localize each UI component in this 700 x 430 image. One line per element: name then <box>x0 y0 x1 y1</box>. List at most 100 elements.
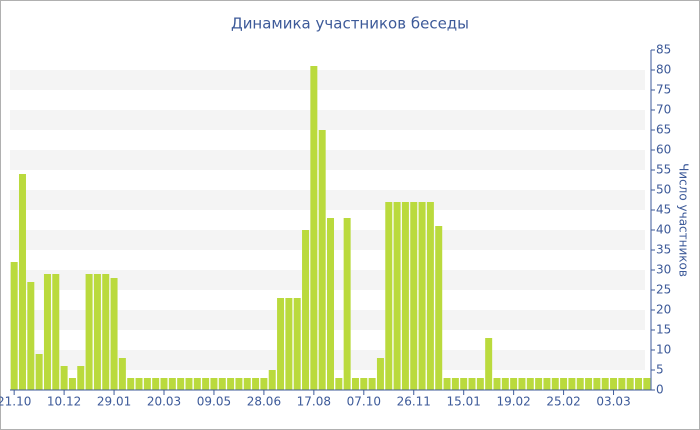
bar <box>410 202 418 390</box>
bar <box>177 378 185 390</box>
x-tick-label: 10.12 <box>47 395 81 409</box>
bar <box>327 218 334 390</box>
bar <box>535 378 543 390</box>
bar <box>43 274 51 390</box>
bar <box>160 378 168 390</box>
x-tick-label: 25.02 <box>546 395 580 409</box>
x-tick-label: 07.10 <box>347 395 381 409</box>
y-tick-label: 0 <box>656 383 664 397</box>
x-tick-label: 26.11 <box>397 395 431 409</box>
x-tick-label: 29.01 <box>97 395 131 409</box>
bar <box>376 358 384 390</box>
bar <box>518 378 526 390</box>
y-axis-label: Число участников <box>677 163 691 277</box>
bar <box>260 378 268 390</box>
bar <box>618 378 626 390</box>
bar <box>385 202 393 390</box>
bar <box>360 378 368 390</box>
bar <box>493 378 501 390</box>
bar <box>510 378 518 390</box>
bar <box>35 354 43 390</box>
bar <box>476 378 484 390</box>
bar <box>135 378 143 390</box>
bar <box>460 378 468 390</box>
y-tick-label: 70 <box>656 103 671 117</box>
bar <box>318 130 326 390</box>
bar <box>601 378 609 390</box>
bar <box>268 370 276 390</box>
bar <box>102 274 110 390</box>
bar <box>418 202 426 390</box>
bar <box>635 378 643 390</box>
bar <box>252 378 260 390</box>
y-tick-label: 20 <box>656 303 671 317</box>
chart-title: Динамика участников беседы <box>231 15 469 33</box>
x-tick-label: 09.05 <box>197 395 231 409</box>
bar <box>368 378 376 390</box>
y-tick-label: 65 <box>656 123 671 137</box>
bar <box>343 218 351 390</box>
bar <box>10 262 18 390</box>
bar <box>335 378 343 390</box>
y-tick-label: 10 <box>656 343 671 357</box>
bar <box>110 278 118 390</box>
grid-band <box>10 150 645 170</box>
bar <box>585 378 593 390</box>
bar <box>468 378 476 390</box>
bar <box>543 378 551 390</box>
bar <box>526 378 534 390</box>
bar <box>485 338 493 390</box>
bar <box>185 378 193 390</box>
bar <box>27 282 35 390</box>
bar <box>60 366 68 390</box>
bar <box>576 378 584 390</box>
bar <box>443 378 451 390</box>
y-tick-label: 45 <box>656 203 671 217</box>
bar <box>218 378 226 390</box>
bar <box>235 378 243 390</box>
bar <box>351 378 359 390</box>
bar <box>243 378 251 390</box>
bar <box>127 378 135 390</box>
bar <box>293 298 301 390</box>
bar <box>568 378 576 390</box>
y-tick-label: 5 <box>656 363 664 377</box>
bar <box>451 378 459 390</box>
bar <box>310 66 318 390</box>
bar <box>401 202 409 390</box>
grid-band <box>10 190 645 210</box>
bar <box>18 174 26 390</box>
x-tick-label: 15.01 <box>447 395 481 409</box>
grid-band <box>10 110 645 130</box>
bar <box>143 378 151 390</box>
bar <box>77 366 85 390</box>
y-tick-label: 60 <box>656 143 671 157</box>
x-tick-label: 03.03 <box>596 395 630 409</box>
y-tick-label: 15 <box>656 323 671 337</box>
x-tick-label: 19.02 <box>496 395 530 409</box>
bar <box>168 378 176 390</box>
bar <box>68 378 76 390</box>
bar <box>551 378 559 390</box>
bar <box>193 378 201 390</box>
bar <box>118 358 126 390</box>
x-tick-label: 17.08 <box>297 395 331 409</box>
bar <box>285 298 293 390</box>
bar <box>52 274 60 390</box>
bar <box>435 226 443 390</box>
y-tick-label: 80 <box>656 63 671 77</box>
bar <box>626 378 634 390</box>
bar <box>426 202 434 390</box>
bar <box>202 378 210 390</box>
bar <box>593 378 601 390</box>
bar <box>610 378 618 390</box>
bar <box>560 378 568 390</box>
y-tick-label: 35 <box>656 243 671 257</box>
x-tick-label: 20.03 <box>147 395 181 409</box>
y-tick-label: 50 <box>656 183 671 197</box>
y-tick-label: 85 <box>656 43 671 57</box>
x-tick-label: 21.10 <box>0 395 31 409</box>
x-tick-label: 28.06 <box>247 395 281 409</box>
bar <box>85 274 93 390</box>
